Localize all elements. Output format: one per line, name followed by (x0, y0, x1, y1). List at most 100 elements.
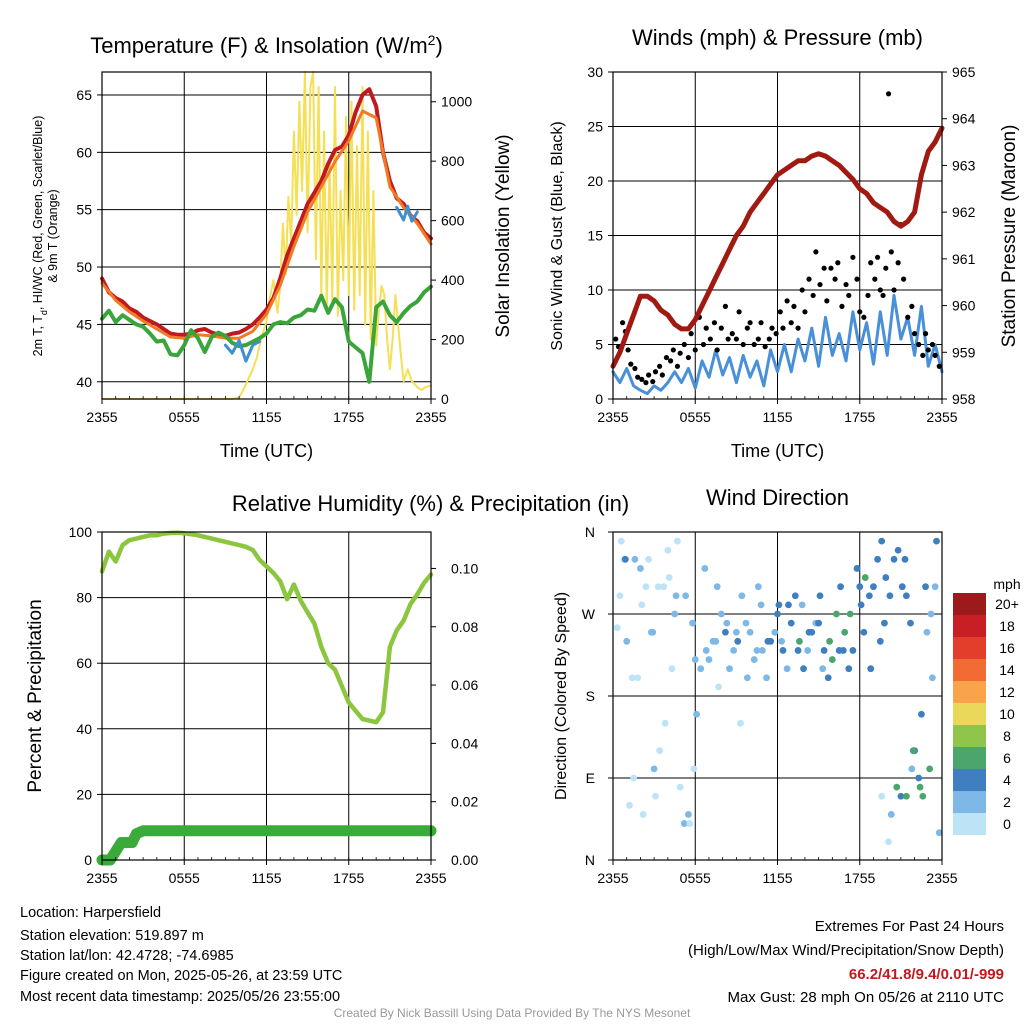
direction-chart-direction-point (712, 637, 720, 645)
direction-chart-direction-point (774, 610, 781, 618)
direction-chart-direction-point (931, 583, 939, 591)
direction-chart-direction-point (845, 665, 853, 673)
wind-chart-y2tick-label: 965 (952, 64, 976, 80)
direction-chart-direction-point (656, 747, 664, 755)
direction-chart-direction-point (923, 628, 931, 636)
temp-chart-series-9m-temperature (100, 109, 433, 340)
wind-chart-gust-point (718, 325, 724, 331)
direction-chart-direction-point (730, 647, 738, 654)
direction-chart-direction-point (837, 583, 844, 591)
direction-chart-direction-point (902, 792, 910, 800)
direction-chart-direction-point (654, 583, 662, 591)
direction-chart-direction-point (800, 665, 807, 673)
wind-chart-gust-point (813, 249, 819, 255)
direction-chart-direction-point (674, 537, 681, 545)
direction-chart-direction-point (738, 592, 746, 600)
credit-line: Created By Nick Bassill Using Data Provi… (333, 1006, 691, 1020)
extremes-legend: (High/Low/Max Wind/Precipitation/Snow De… (688, 942, 1004, 959)
temp-chart-series-temperature (100, 87, 433, 338)
wind-chart-gust-point (685, 354, 691, 361)
wind-chart-gust-point (802, 309, 808, 315)
direction-chart-direction-point (626, 801, 633, 809)
direction-chart-xtick-label: 1155 (762, 870, 792, 886)
humidity-chart-xtick-label: 1155 (251, 870, 281, 886)
wind-chart-gust-point (810, 292, 816, 299)
direction-chart-colorbar-label: 8 (1003, 728, 1011, 744)
wind-chart-gust-point (861, 314, 867, 320)
humidity-chart-xtick-label: 2355 (415, 870, 446, 886)
wind-chart-gust-point (932, 352, 938, 358)
direction-chart-direction-point (668, 665, 676, 673)
direction-chart-colorbar-swatch (953, 615, 986, 637)
humidity-chart-xtick-label: 1755 (333, 870, 364, 886)
direction-chart-direction-point (650, 765, 658, 773)
humidity-chart-y2tick-label: 0.08 (451, 619, 478, 635)
wind-chart-wind-speed-line (611, 293, 944, 396)
direction-chart-direction-point (778, 637, 786, 645)
direction-chart-direction-point (660, 583, 668, 591)
wind-chart-y2tick-label: 959 (952, 344, 976, 360)
humidity-chart-y2tick-label: 0.06 (451, 677, 478, 693)
direction-chart-direction-point (623, 637, 631, 645)
wind-chart-y2tick-label: 958 (952, 391, 976, 407)
humidity-chart-y2tick-label: 0.02 (451, 794, 478, 810)
temp-chart-title: Temperature (F) & Insolation (W/m2) (90, 32, 443, 58)
wind-chart-gust-point (854, 276, 860, 282)
wind-chart-gust-point (874, 254, 881, 260)
direction-chart-direction-point (715, 683, 722, 691)
temp-chart-ylabel: 2m T, Td, HI/WC (Red, Green, Scarlet/Blu… (31, 116, 49, 357)
direction-chart-direction-point (665, 574, 673, 581)
extremes-title: Extremes For Past 24 Hours (814, 918, 1004, 935)
wind-chart-xlabel: Time (UTC) (731, 441, 824, 461)
direction-chart-direction-point (846, 610, 854, 618)
wind-chart-gust-point (751, 341, 757, 348)
direction-chart-direction-point (682, 592, 690, 600)
temp-chart-y2tick-label: 0 (441, 391, 449, 407)
direction-chart-direction-point (771, 628, 779, 636)
wind-chart-gust-point (929, 341, 936, 348)
direction-chart-direction-point (853, 565, 861, 572)
direction-chart-ytick-label: N (585, 852, 595, 868)
wind-chart-xtick-label: 1155 (762, 409, 792, 425)
direction-chart-direction-point (705, 656, 713, 663)
temp-chart-series-wind-chill (223, 339, 262, 363)
humidity-chart-xtick-label: 0555 (169, 870, 200, 886)
direction-chart-direction-point (779, 647, 787, 654)
direction-chart-colorbar-label: 20+ (995, 596, 1019, 612)
temp-chart-xtick-label: 1155 (251, 409, 281, 425)
direction-chart-colorbar-label: 2 (1003, 794, 1011, 810)
wind-chart-xtick-label: 2355 (597, 409, 628, 425)
direction-chart-direction-point (690, 765, 698, 773)
wind-chart-ytick-label: 0 (595, 391, 603, 407)
temp-chart-y2label: Solar Insolation (Yellow) (493, 134, 514, 337)
humidity-chart-ytick-label: 20 (76, 786, 92, 802)
direction-chart-colorbar-swatch (953, 791, 986, 813)
direction-chart-direction-point (757, 601, 765, 609)
direction-chart-colorbar-label: 16 (999, 640, 1015, 656)
wind-chart-gust-point (646, 372, 652, 378)
direction-chart-direction-point (865, 592, 873, 600)
direction-chart-direction-point (642, 583, 650, 591)
wind-chart-gust-point (643, 380, 649, 386)
wind-chart-gust-point (784, 298, 790, 304)
temp-chart-ytick-label: 60 (76, 144, 92, 160)
wind-chart-y2tick-label: 960 (952, 298, 976, 314)
wind-chart-gust-point (888, 249, 894, 255)
direction-chart-direction-point (898, 583, 906, 591)
wind-chart-y2tick-label: 964 (952, 111, 976, 127)
wind-chart-xtick-label: 0555 (680, 409, 711, 425)
direction-chart-direction-point (839, 647, 847, 654)
wind-chart-gust-point (824, 298, 830, 304)
humidity-chart-y2tick-label: 0.10 (451, 560, 478, 576)
wind-chart-gust-point (843, 281, 849, 288)
wind-chart-gust-point (766, 336, 772, 342)
wind-chart-gust-point (857, 309, 863, 315)
wind-chart-xtick-label: 2355 (926, 409, 957, 425)
wind-chart-ylabel: Sonic Wind & Gust (Blue, Black) (549, 121, 566, 350)
humidity-chart-ylabel: Percent & Precipitation (25, 599, 46, 792)
footer-recent: Most recent data timestamp: 2025/05/26 2… (20, 989, 341, 1005)
direction-chart-direction-point (742, 619, 750, 627)
direction-chart-colorbar-label: 10 (999, 706, 1015, 722)
direction-chart-direction-point (684, 811, 692, 818)
wind-chart-gust-point (832, 276, 838, 282)
